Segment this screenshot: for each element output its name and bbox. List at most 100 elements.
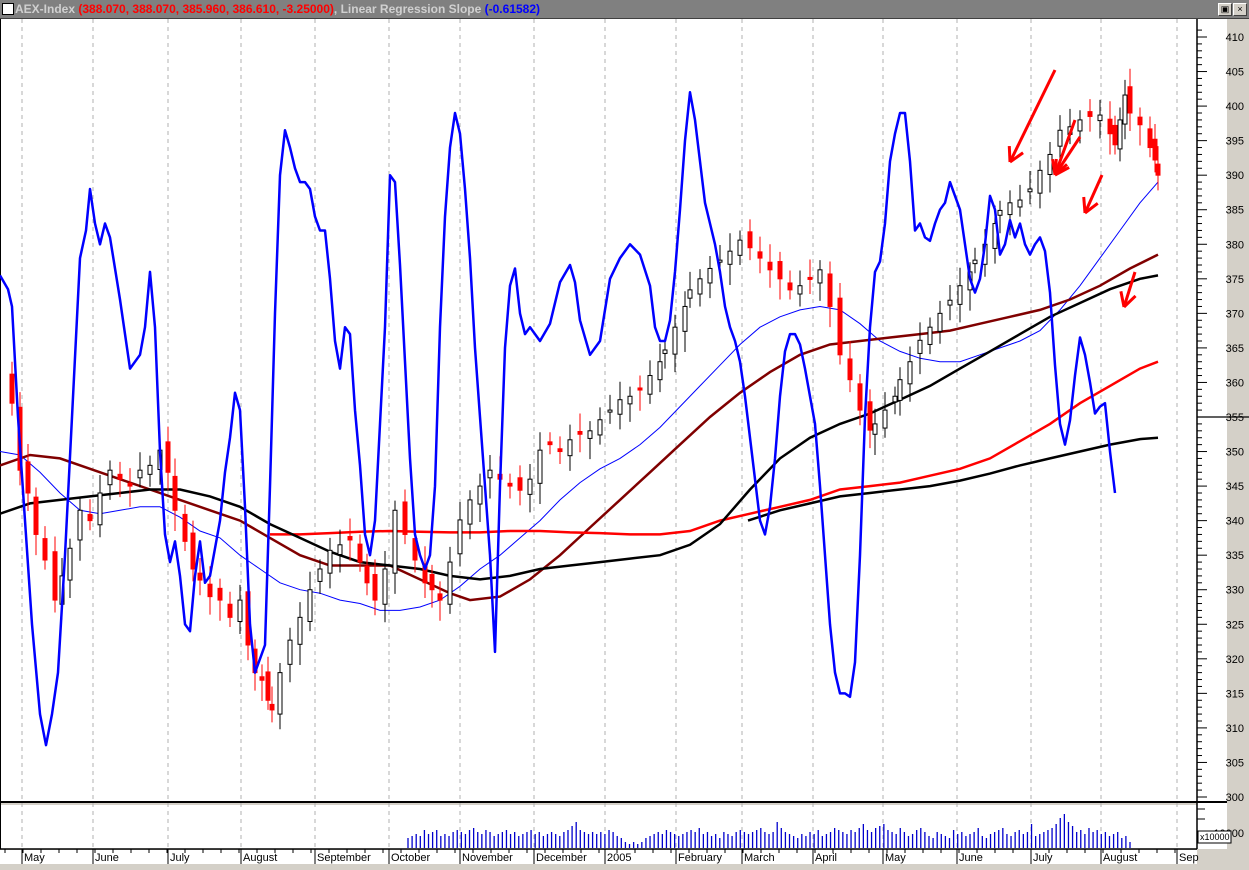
candle bbox=[1122, 94, 1128, 125]
indicator-name: Linear Regression Slope bbox=[340, 2, 482, 16]
x-tick-label: June bbox=[95, 852, 119, 864]
candle bbox=[1017, 199, 1023, 208]
candle bbox=[647, 375, 653, 395]
candle bbox=[227, 603, 233, 618]
x-tick-label: Sep bbox=[1179, 852, 1199, 864]
candle bbox=[672, 326, 678, 355]
candle bbox=[947, 299, 953, 306]
y-tick-label: 315 bbox=[1226, 688, 1244, 700]
x-tick-label: February bbox=[678, 852, 723, 864]
candle bbox=[827, 273, 833, 307]
candle bbox=[1127, 86, 1133, 114]
candle bbox=[287, 639, 293, 665]
candle bbox=[487, 469, 493, 479]
candle bbox=[737, 239, 743, 256]
candle bbox=[917, 339, 923, 354]
candle bbox=[757, 251, 763, 259]
candle bbox=[897, 379, 903, 401]
price-plot-area bbox=[0, 19, 1197, 801]
candle bbox=[457, 519, 463, 555]
candle bbox=[587, 430, 593, 439]
price-y-axis: 300 305 310 315 320 325 330 335 340 345 350 355 360 3… bbox=[1196, 19, 1244, 849]
candle bbox=[467, 499, 473, 525]
y-tick-label: 370 bbox=[1226, 308, 1244, 320]
candle bbox=[972, 259, 978, 265]
candle bbox=[937, 312, 943, 332]
candle bbox=[52, 551, 58, 601]
candle bbox=[857, 383, 863, 411]
window-menu-icon[interactable] bbox=[2, 3, 14, 15]
candle bbox=[1112, 124, 1118, 146]
symbol-name: AEX-Index bbox=[15, 2, 76, 16]
close-button[interactable]: × bbox=[1233, 3, 1247, 16]
x-tick-label: April bbox=[815, 852, 837, 864]
horizontal-scrollbar[interactable] bbox=[0, 864, 1249, 870]
x-tick-label: July bbox=[170, 852, 190, 864]
candle bbox=[697, 278, 703, 295]
candle bbox=[882, 409, 888, 429]
candle bbox=[190, 532, 196, 570]
x-tick-label: 2005 bbox=[607, 852, 631, 864]
candle bbox=[1152, 138, 1158, 161]
candle bbox=[67, 547, 73, 581]
candle bbox=[997, 209, 1003, 216]
candle bbox=[1107, 118, 1113, 135]
candle bbox=[182, 513, 188, 542]
candle bbox=[892, 395, 898, 403]
candle bbox=[447, 561, 453, 605]
candle bbox=[1097, 114, 1103, 122]
x-tick-label: December bbox=[536, 852, 587, 864]
candle bbox=[1117, 119, 1123, 150]
candle bbox=[957, 285, 963, 305]
candle bbox=[1077, 119, 1083, 132]
candle bbox=[637, 387, 643, 391]
candle bbox=[1057, 129, 1063, 147]
y-axis-area bbox=[1197, 19, 1227, 849]
candle bbox=[517, 477, 523, 491]
candle bbox=[597, 419, 603, 436]
volume-plot-area bbox=[0, 805, 1197, 849]
candle bbox=[25, 461, 31, 494]
candle bbox=[372, 574, 378, 601]
candle bbox=[137, 469, 143, 479]
candle bbox=[777, 261, 783, 280]
x-tick-label: June bbox=[959, 852, 983, 864]
candle bbox=[97, 492, 103, 526]
candle bbox=[337, 544, 343, 555]
x-tick-label: August bbox=[243, 852, 277, 864]
ma-line bbox=[0, 253, 1159, 602]
candle bbox=[1037, 169, 1043, 194]
candle bbox=[382, 568, 388, 605]
candle bbox=[682, 305, 688, 332]
y-tick-label: 340 bbox=[1226, 516, 1244, 528]
candle bbox=[357, 543, 363, 563]
y-tick-label: 325 bbox=[1226, 619, 1244, 631]
grid-lines bbox=[21, 19, 1178, 849]
candle bbox=[207, 583, 213, 598]
candle bbox=[277, 672, 283, 715]
y-tick-label: 330 bbox=[1226, 585, 1244, 597]
chart-canvas[interactable]: 300 305 310 315 320 325 330 335 340 345 350 355 360 3… bbox=[0, 19, 1249, 864]
candle bbox=[1087, 111, 1093, 117]
candle bbox=[317, 568, 323, 582]
x-tick-label: May bbox=[24, 852, 45, 864]
chart-title: AEX-Index (388.070, 388.070, 385.960, 38… bbox=[15, 2, 541, 16]
x-tick-label: March bbox=[744, 852, 775, 864]
candle bbox=[807, 276, 813, 280]
candle bbox=[237, 599, 243, 623]
y-tick-label: 300 bbox=[1226, 792, 1244, 804]
y-tick-label: 335 bbox=[1226, 550, 1244, 562]
restore-button[interactable]: ▣ bbox=[1218, 3, 1232, 16]
x-tick-label: November bbox=[462, 852, 513, 864]
candle bbox=[847, 358, 853, 381]
candle bbox=[165, 441, 171, 473]
y-tick-label: 410 bbox=[1226, 32, 1244, 44]
candle bbox=[577, 431, 583, 435]
candle bbox=[364, 565, 370, 584]
restore-icon: ▣ bbox=[1220, 4, 1230, 14]
candle bbox=[402, 501, 408, 535]
y-tick-label: 380 bbox=[1226, 239, 1244, 251]
y-tick-label: 350 bbox=[1226, 447, 1244, 459]
x-tick-label: August bbox=[1103, 852, 1137, 864]
candle bbox=[33, 496, 39, 535]
